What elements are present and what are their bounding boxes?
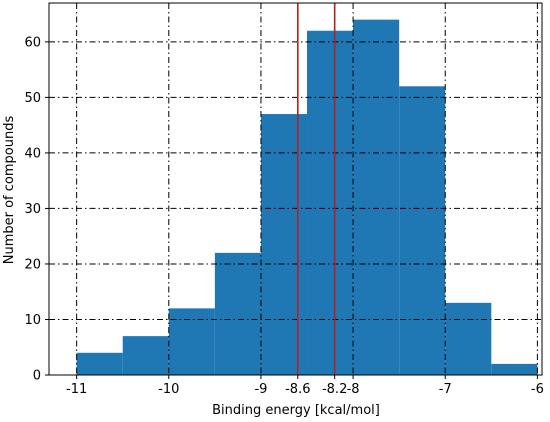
y-tick-label-1: 10 xyxy=(24,313,41,328)
histogram-bar-2 xyxy=(168,308,215,375)
x-axis-ticks: -11 -10 -9 -8.6 -8.2 -8 -7 -6 xyxy=(66,375,544,397)
histogram-bars xyxy=(76,19,538,376)
histogram-bar-8 xyxy=(445,302,492,375)
x-tick-label-1: -10 xyxy=(158,382,179,397)
y-axis-ticks: 0 10 20 30 40 50 60 xyxy=(24,35,49,384)
histogram-bar-7 xyxy=(399,86,446,376)
x-tick-label-0: -11 xyxy=(66,382,87,397)
y-tick-label-3: 30 xyxy=(24,202,41,217)
x-tick-label-3: -8.6 xyxy=(285,382,310,397)
histogram-bar-1 xyxy=(122,336,169,375)
x-axis-label: Binding energy [kcal/mol] xyxy=(212,403,380,418)
x-tick-label-4: -8.2 xyxy=(322,382,347,397)
y-tick-label-4: 40 xyxy=(24,146,41,161)
y-tick-label-6: 60 xyxy=(24,35,41,50)
y-tick-label-5: 50 xyxy=(24,91,41,106)
histogram-bar-9 xyxy=(491,363,538,375)
histogram-bar-0 xyxy=(76,352,123,375)
x-tick-label-6: -7 xyxy=(439,382,452,397)
histogram-bar-6 xyxy=(353,19,400,376)
y-tick-label-2: 20 xyxy=(24,257,41,272)
reference-lines xyxy=(297,3,336,375)
plot-frame xyxy=(48,2,543,376)
histogram-bar-3 xyxy=(214,252,261,375)
y-tick-label-0: 0 xyxy=(33,369,41,384)
x-tick-label-2: -9 xyxy=(254,382,267,397)
histogram-bar-5 xyxy=(307,30,354,375)
x-tick-label-5: -8 xyxy=(347,382,360,397)
y-axis-label: Number of compounds xyxy=(2,116,17,265)
x-tick-label-7: -6 xyxy=(531,382,544,397)
histogram-bar-4 xyxy=(260,114,308,376)
